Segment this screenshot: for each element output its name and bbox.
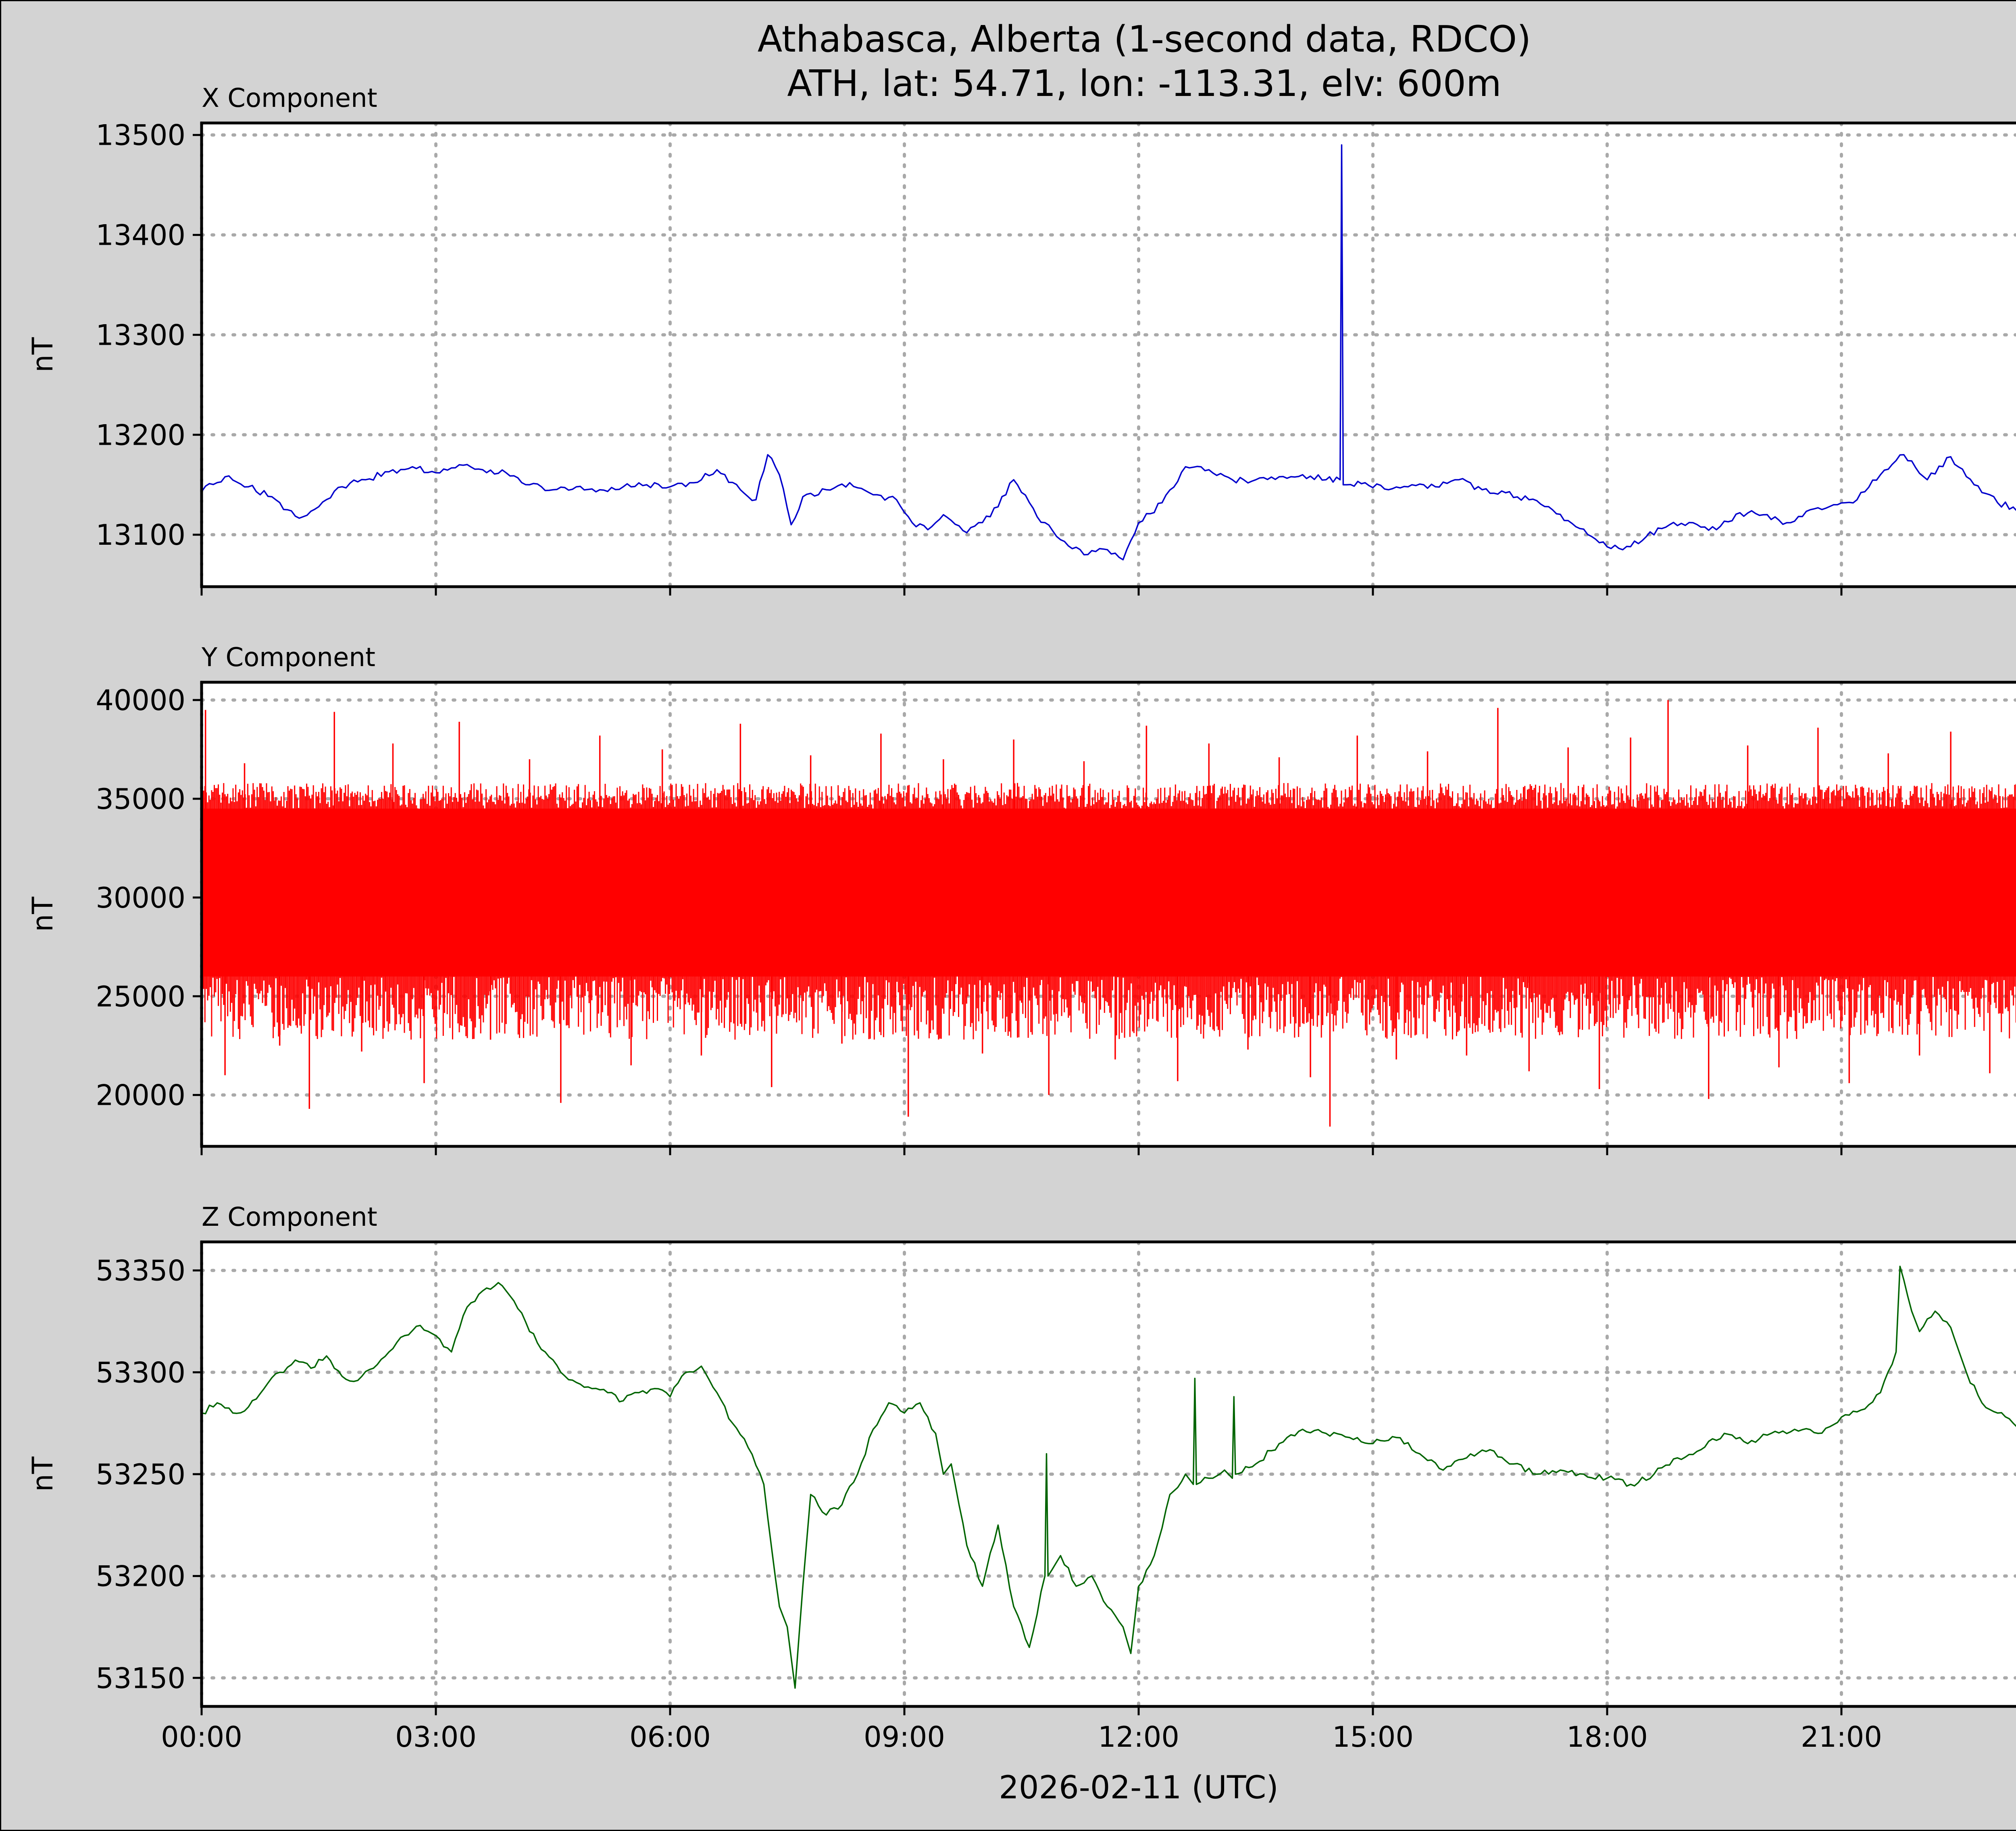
x-tick-label: 09:00 (864, 1721, 945, 1754)
y-tick-label: 13500 (96, 119, 185, 152)
series-3 (202, 1265, 2016, 1689)
y-tick-label: 53300 (96, 1356, 185, 1389)
panel-1: 13100 13200 13300 13400 13500 X Component nT (26, 83, 2016, 596)
y-tick-label: 53250 (96, 1458, 185, 1491)
series-1 (202, 144, 2016, 560)
y-tick-label: 13100 (96, 519, 185, 552)
y-tick-label: 40000 (96, 684, 185, 717)
chart-title: Athabasca, Alberta (1-second data, RDCO) (758, 18, 1531, 60)
panel-2: 20000 25000 30000 35000 40000 Y Component nT (26, 643, 2016, 1155)
panel-title: Y Component (201, 643, 375, 673)
x-axis-label: 2026-02-11 (UTC) (999, 1770, 1279, 1806)
x-tick-label: 21:00 (1801, 1721, 1882, 1754)
y-tick-label: 25000 (96, 980, 185, 1013)
y-tick-label: 13300 (96, 319, 185, 352)
y-tick-label: 13400 (96, 219, 185, 252)
x-tick-label: 15:00 (1332, 1721, 1414, 1754)
y-axis-label: nT (26, 1456, 59, 1491)
series-2 (202, 700, 2016, 1127)
x-tick-label: 06:00 (629, 1721, 711, 1754)
y-tick-label: 20000 (96, 1079, 185, 1112)
series-line (202, 144, 2016, 560)
panel-title: X Component (202, 83, 377, 113)
x-tick-label: 03:00 (395, 1721, 477, 1754)
y-axis-label: nT (26, 897, 59, 932)
y-tick-label: 30000 (96, 881, 185, 914)
y-tick-label: 13200 (96, 419, 185, 452)
y-tick-label: 53350 (96, 1254, 185, 1287)
x-tick-label: 18:00 (1566, 1721, 1648, 1754)
x-tick-label: 00:00 (161, 1721, 242, 1754)
x-tick-label: 12:00 (1098, 1721, 1179, 1754)
plot-area (202, 123, 2016, 587)
y-tick-label: 53150 (96, 1662, 185, 1695)
panel-title: Z Component (202, 1202, 377, 1232)
panel-3: 53150 53200 53250 53300 53350 00:00 03:00 06:00… (26, 1202, 2016, 1754)
y-tick-label: 53200 (96, 1560, 185, 1593)
y-tick-label: 35000 (96, 783, 185, 816)
y-axis-label: nT (26, 337, 59, 372)
chart-subtitle: ATH, lat: 54.71, lon: -113.31, elv: 600m (787, 62, 1501, 105)
series-line (202, 1265, 2016, 1689)
